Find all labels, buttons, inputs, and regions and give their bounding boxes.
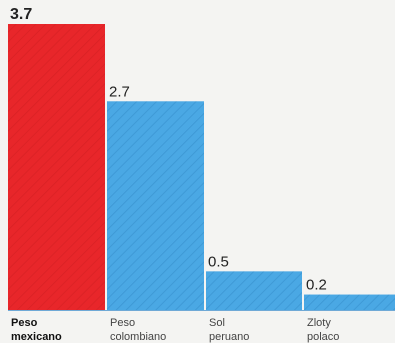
category-label-0-line-0: Peso [11,317,38,329]
bar-1 [107,101,204,310]
category-label-1-line-0: Peso [110,317,135,329]
category-label-3-line-1: polaco [307,331,339,343]
category-label-1-line-1: colombiano [110,331,166,343]
bar-3 [304,294,395,310]
value-label-1: 2.7 [109,83,130,100]
value-labels-group: 3.7 2.7 0.5 0.2 [10,6,327,294]
category-labels-group: Peso mexicano Peso colombiano Sol peruano Zlot… [11,317,339,343]
value-label-3: 0.2 [306,277,327,294]
value-label-0: 3.7 [10,6,32,23]
bar-0 [8,24,105,310]
value-label-2: 0.5 [208,253,229,270]
bar-2 [206,271,302,310]
bars-group [8,24,395,311]
category-label-3-line-0: Zloty [307,317,331,329]
category-label-2-line-1: peruano [209,331,249,343]
category-label-2-line-0: Sol [209,317,225,329]
category-label-0-line-1: mexicano [11,331,62,343]
